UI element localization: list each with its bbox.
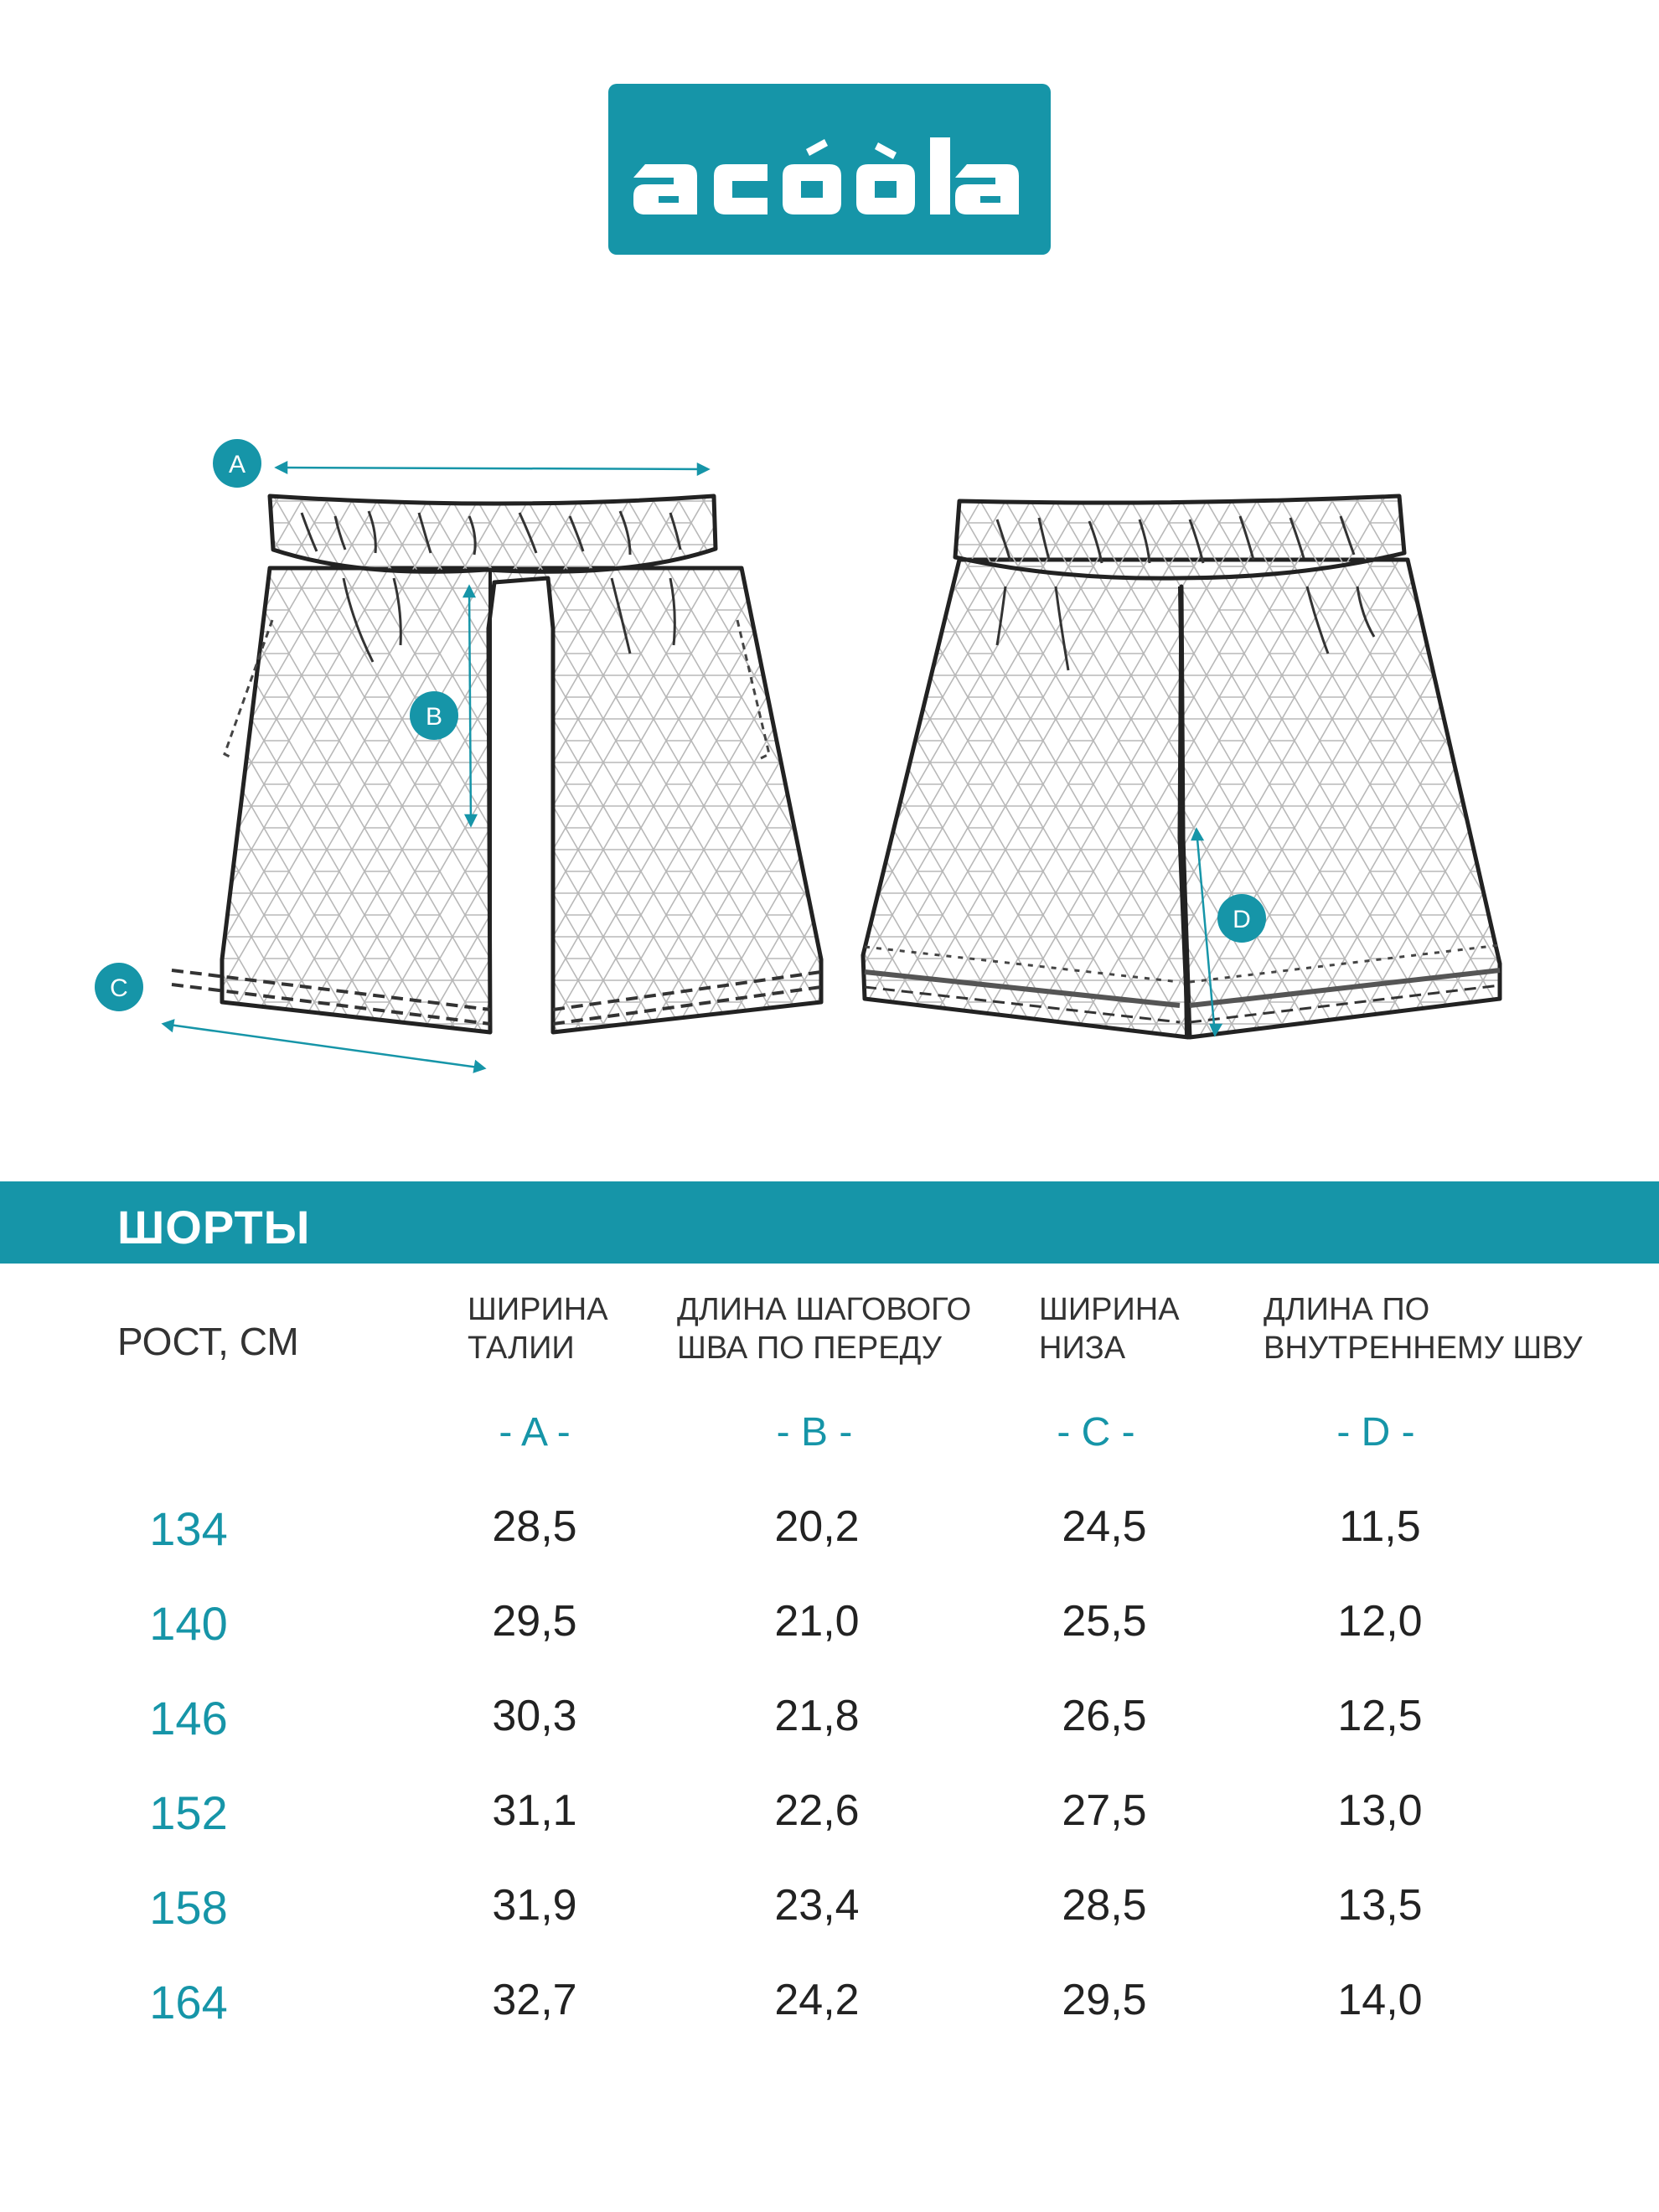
marker-d: [1217, 894, 1266, 943]
svg-text:C: C: [110, 974, 128, 1002]
value-cell: 30,3: [492, 1692, 577, 1740]
value-cell: 26,5: [1062, 1692, 1147, 1740]
title-banner: ШОРТЫ: [0, 1181, 1659, 1264]
size-cell: 146: [149, 1692, 228, 1744]
product-title: ШОРТЫ: [117, 1201, 311, 1253]
value-cell: 11,5: [1339, 1502, 1421, 1551]
value-cell: 21,0: [774, 1597, 860, 1646]
marker-a: [213, 439, 261, 488]
value-cell: 22,6: [774, 1786, 860, 1835]
table-row: 134 28,5 20,2 24,5 11,5: [0, 1501, 1659, 1585]
size-cell: 164: [149, 1976, 228, 2029]
table-row: 158 31,9 23,4 28,5 13,5: [0, 1880, 1659, 1964]
table-row: 164 32,7 24,2 29,5 14,0: [0, 1975, 1659, 2059]
front-view: [171, 494, 824, 1035]
column-header-hem-width: ШИРИНА НИЗА: [1039, 1292, 1180, 1366]
brand-logo: [608, 84, 1051, 255]
value-cell: 14,0: [1337, 1976, 1423, 2024]
value-cell: 13,0: [1337, 1786, 1423, 1835]
value-cell: 12,0: [1337, 1597, 1423, 1646]
marker-c: [95, 963, 143, 1011]
column-header-waist: ШИРИНА ТАЛИИ: [468, 1292, 608, 1366]
column-header-front-rise: ДЛИНА ШАГОВОГО ШВА ПО ПЕРЕДУ: [677, 1292, 972, 1366]
column-letter-a: - A -: [499, 1410, 571, 1455]
acoola-wordmark: [633, 137, 1019, 214]
svg-text:D: D: [1233, 906, 1251, 933]
value-cell: 29,5: [1062, 1976, 1147, 2024]
value-cell: 31,9: [492, 1881, 577, 1930]
value-cell: 31,1: [492, 1786, 577, 1835]
size-cell: 152: [149, 1786, 228, 1839]
column-letter-c: - C -: [1057, 1410, 1135, 1455]
value-cell: 24,5: [1062, 1502, 1147, 1551]
value-cell: 25,5: [1062, 1597, 1147, 1646]
value-cell: 27,5: [1062, 1786, 1147, 1835]
svg-text:A: A: [229, 451, 245, 478]
value-cell: 32,7: [492, 1976, 577, 2024]
column-letter-b: - B -: [776, 1410, 853, 1455]
size-cell: 140: [149, 1597, 228, 1650]
size-cell: 158: [149, 1881, 228, 1934]
value-cell: 29,5: [492, 1597, 577, 1646]
value-cell: 23,4: [774, 1881, 860, 1930]
size-column-header: РОСТ, СМ: [117, 1320, 299, 1363]
svg-text:B: B: [426, 703, 442, 731]
shorts-sketch: A B C D: [0, 419, 1659, 1114]
back-view: [861, 494, 1502, 1040]
table-row: 152 31,1 22,6 27,5 13,0: [0, 1786, 1659, 1869]
marker-b: [410, 691, 458, 740]
dimension-markers: A B C D: [95, 439, 1266, 1011]
column-header-inseam: ДЛИНА ПО ВНУТРЕННЕМУ ШВУ: [1264, 1292, 1583, 1366]
value-cell: 28,5: [1062, 1881, 1147, 1930]
value-cell: 12,5: [1337, 1692, 1423, 1740]
value-cell: 20,2: [774, 1502, 860, 1551]
column-letter-d: - D -: [1336, 1410, 1415, 1455]
size-cell: 134: [149, 1502, 228, 1555]
table-row: 140 29,5 21,0 25,5 12,0: [0, 1596, 1659, 1680]
value-cell: 21,8: [774, 1692, 860, 1740]
value-cell: 28,5: [492, 1502, 577, 1551]
value-cell: 13,5: [1337, 1881, 1423, 1930]
value-cell: 24,2: [774, 1976, 860, 2024]
table-row: 146 30,3 21,8 26,5 12,5: [0, 1691, 1659, 1775]
